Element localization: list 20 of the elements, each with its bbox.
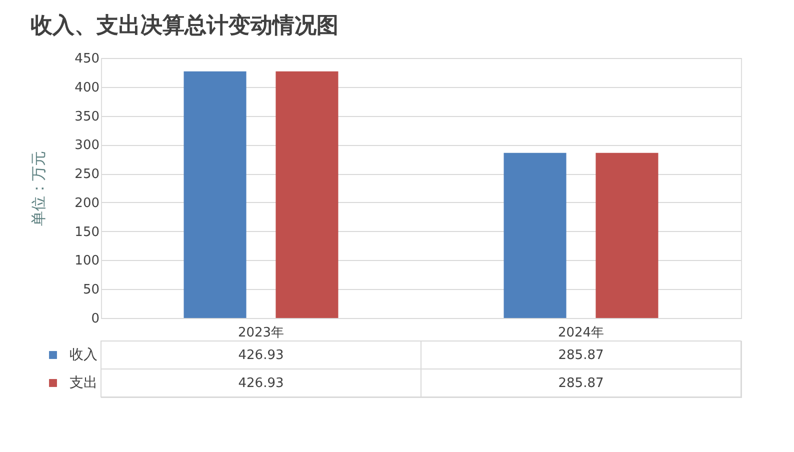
data-label: 426.93 [238, 376, 284, 391]
y-tick-label: 450 [74, 52, 100, 66]
data-label: 285.87 [558, 376, 604, 391]
y-tick-label: 350 [74, 109, 100, 124]
y-axis-title: 单位：万元 [30, 151, 48, 226]
y-tick-label: 400 [74, 80, 100, 96]
y-tick-label: 300 [74, 138, 100, 154]
y-tick-label: 200 [74, 196, 100, 211]
data-label: 285.87 [558, 348, 604, 363]
data-label: 426.93 [238, 348, 284, 363]
legend-label: 收入 [70, 347, 98, 363]
y-tick-label: 50 [82, 282, 100, 298]
chart-title: 收入、支出决算总计变动情况图 [30, 12, 339, 38]
y-tick-label: 250 [74, 167, 100, 182]
legend-label: 支出 [70, 375, 98, 391]
y-tick-label: 0 [91, 312, 100, 326]
x-tick-label: 2023年 [238, 326, 284, 340]
x-tick-label: 2024年 [558, 326, 604, 340]
y-tick-label: 150 [74, 224, 100, 240]
y-tick-label: 100 [74, 254, 100, 269]
